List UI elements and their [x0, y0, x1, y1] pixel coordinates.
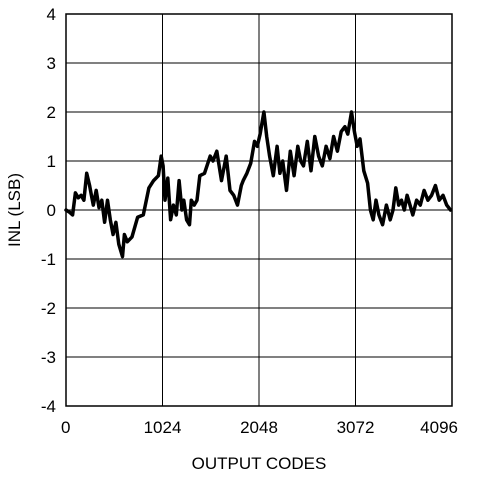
x-tick-label: 0: [61, 418, 70, 437]
y-tick-label: 2: [47, 103, 56, 122]
y-tick-label: 3: [47, 54, 56, 73]
y-tick-label: 1: [47, 152, 56, 171]
plot-frame: [65, 13, 453, 407]
y-tick-label: -1: [41, 250, 56, 269]
y-tick-label: -3: [41, 348, 56, 367]
y-tick-label: 0: [47, 201, 56, 220]
x-axis-title: OUTPUT CODES: [192, 454, 327, 473]
x-tick-label: 1024: [144, 418, 182, 437]
y-tick-label: -2: [41, 299, 56, 318]
x-tick-label: 4096: [420, 418, 458, 437]
y-tick-label: -4: [41, 397, 56, 416]
x-tick-label: 2048: [240, 418, 278, 437]
y-tick-labels: -4 -3 -2 -1 0 1 2 3 4: [41, 5, 56, 416]
y-axis-title: INL (LSB): [5, 173, 24, 247]
inl-series-line: [64, 110, 453, 259]
x-tick-label: 3072: [337, 418, 375, 437]
y-tick-label: 4: [47, 5, 56, 24]
x-tick-labels: 0 1024 2048 3072 4096: [61, 418, 458, 437]
